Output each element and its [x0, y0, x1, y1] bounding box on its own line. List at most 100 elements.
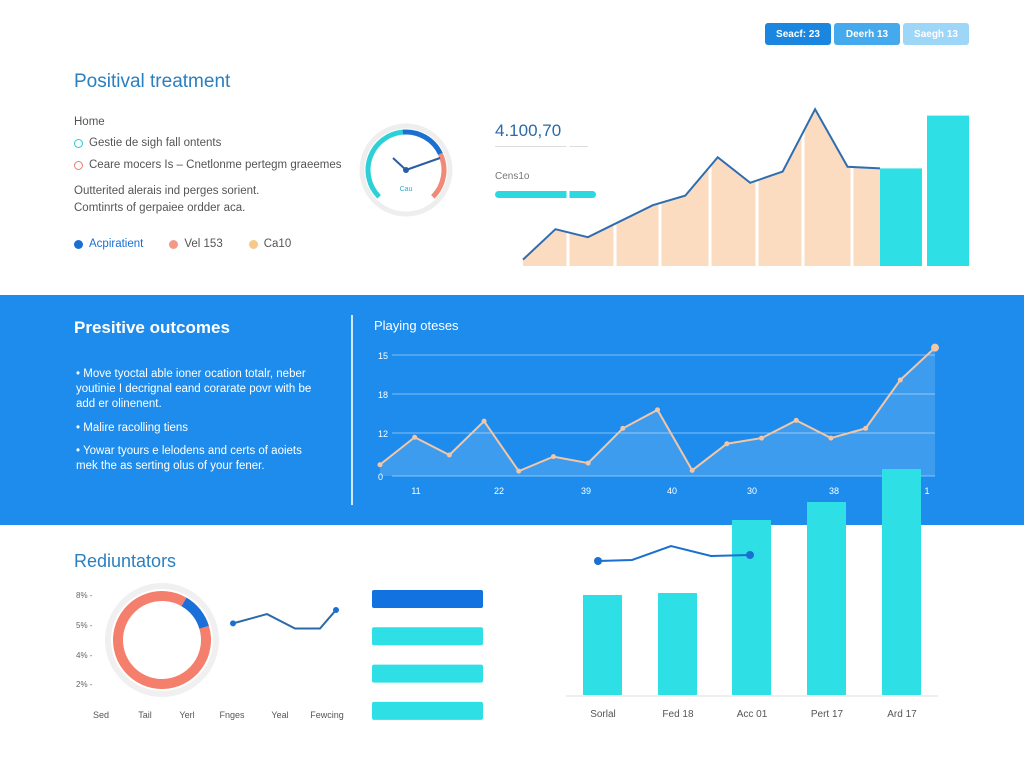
bar [583, 595, 622, 695]
x-tick-label: Pert 17 [811, 709, 844, 720]
data-point [550, 454, 556, 460]
horizontal-bar [372, 627, 483, 646]
paragraph-line: Outterited alerais ind perges sorient. [74, 185, 260, 197]
divider [495, 146, 588, 147]
bar [882, 469, 921, 695]
bar [880, 168, 922, 266]
gauge-hub [403, 167, 409, 173]
y-tick-label: 15 [378, 351, 388, 361]
list-item: Ceare mocers Is – Cnetlonme pertegm grae… [89, 159, 342, 171]
x-tick-label: Acc 01 [737, 709, 768, 720]
data-point [620, 425, 626, 431]
data-point [793, 417, 799, 423]
data-point [655, 407, 660, 413]
section-title: Presitive outcomes [74, 318, 230, 337]
bar [658, 593, 697, 695]
data-point [863, 425, 869, 431]
bullet-item: • Move tyoctal able ioner ocation totalr… [76, 368, 312, 410]
area-line [522, 107, 881, 261]
legend-dot [169, 239, 179, 249]
bar [927, 115, 969, 266]
x-tick-label: Yerl [179, 710, 194, 720]
y-tick-label: 8% - [76, 591, 93, 600]
x-tick-label: 22 [494, 486, 504, 496]
y-tick-label: 0 [378, 472, 383, 482]
horizontal-bar [372, 701, 483, 720]
gauge-arc [431, 152, 447, 199]
data-point [412, 434, 418, 440]
y-tick-label: 4% - [76, 651, 93, 660]
x-tick-label: 30 [747, 486, 757, 496]
kpi-value: 4.100,70 [495, 121, 562, 140]
x-tick-label: 39 [581, 486, 591, 496]
y-tick-label: 2% - [76, 680, 93, 689]
gauge-arc [365, 129, 403, 199]
x-tick-label: Tail [138, 710, 152, 720]
data-point [516, 468, 522, 474]
kpi-progress [495, 191, 596, 198]
data-point [585, 460, 591, 466]
line-series [597, 544, 751, 562]
y-tick-label: 12 [378, 429, 388, 439]
bullet-item: • Malire racolling tiens [76, 422, 189, 434]
area-fill [523, 109, 880, 266]
data-point [446, 452, 452, 458]
data-point [594, 557, 602, 565]
data-point [759, 435, 765, 441]
paragraph-line: Comtinrts of gerpaiee ordder aca. [74, 202, 246, 214]
x-tick-label: Yeal [271, 710, 288, 720]
highlight-band [0, 295, 1024, 525]
data-point [828, 435, 834, 441]
gauge-arc [402, 129, 443, 156]
y-tick-label: 5% - [76, 621, 93, 630]
x-tick-label: 40 [667, 486, 677, 496]
filter-button-2[interactable]: Deerh 13 [834, 23, 900, 45]
y-tick-label: 18 [378, 390, 388, 400]
filter-button-3[interactable]: Saegh 13 [903, 23, 969, 45]
circle-icon [74, 138, 83, 148]
data-point [377, 462, 383, 468]
list-item: Gestie de sigh fall ontents [89, 137, 222, 149]
x-tick-label: Sed [93, 710, 109, 720]
data-point [333, 606, 339, 613]
section-title: Rediuntators [74, 551, 177, 571]
horizontal-bar [372, 590, 483, 608]
x-tick-label: Sorlal [590, 709, 616, 720]
page-title: Positival treatment [74, 71, 231, 92]
legend-label: Vel 153 [184, 238, 223, 250]
bar [732, 520, 771, 695]
donut-slice [113, 591, 211, 689]
x-tick-label: Fewcing [310, 710, 344, 720]
chart-title: Playing oteses [374, 318, 459, 333]
mini-line [232, 609, 337, 630]
bar [807, 502, 846, 695]
x-tick-label: 38 [829, 486, 839, 496]
x-tick-label: 11 [411, 486, 420, 496]
legend-dot [74, 239, 83, 249]
x-tick-label: Fed 18 [662, 709, 694, 720]
x-tick-label: Ard 17 [887, 709, 917, 720]
donut-bg [105, 583, 219, 697]
x-tick-label: Fnges [219, 710, 245, 720]
legend-dot [248, 239, 258, 249]
data-point [746, 551, 754, 559]
legend-label: Acpiratient [89, 238, 144, 250]
data-point [481, 418, 487, 424]
donut-slice [181, 597, 209, 629]
data-point [689, 467, 695, 473]
bullet-item: • Yowar tyours e lelodens and certs of a… [76, 445, 302, 472]
kpi-label: Cens1o [495, 171, 530, 182]
gauge-needle [405, 157, 441, 171]
data-point [724, 441, 730, 447]
section-label: Home [74, 116, 105, 128]
gauge-label: Cau [400, 186, 413, 193]
filter-button-1[interactable]: Seacf: 23 [765, 23, 831, 45]
divider [351, 315, 353, 505]
x-tick-label: 1 [924, 486, 929, 496]
circle-icon [74, 160, 83, 170]
data-point [230, 620, 236, 627]
horizontal-bar [372, 664, 483, 683]
data-point [897, 377, 903, 383]
legend-label: Ca10 [263, 238, 292, 250]
